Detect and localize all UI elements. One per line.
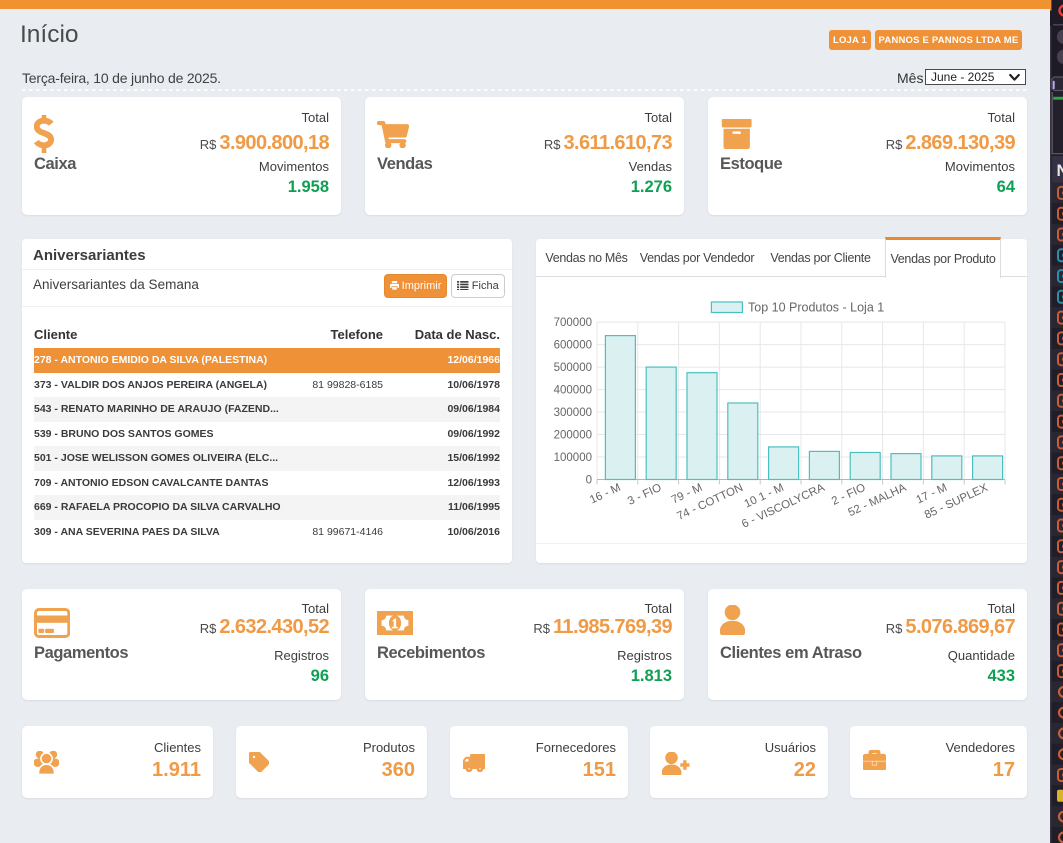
svg-text:Top 10 Produtos - Loja 1: Top 10 Produtos - Loja 1	[748, 301, 884, 315]
svg-text:200000: 200000	[554, 430, 592, 442]
svg-text:700000: 700000	[554, 317, 592, 329]
svg-text:0: 0	[586, 475, 592, 487]
svg-text:300000: 300000	[554, 407, 592, 419]
svg-text:500000: 500000	[554, 362, 592, 374]
svg-text:100000: 100000	[554, 452, 592, 464]
svg-text:N: N	[1057, 162, 1063, 180]
svg-text:3 - FIO: 3 - FIO	[626, 482, 664, 508]
svg-text:400000: 400000	[554, 385, 592, 397]
svg-text:600000: 600000	[554, 340, 592, 352]
svg-text:16 - M: 16 - M	[588, 482, 623, 507]
